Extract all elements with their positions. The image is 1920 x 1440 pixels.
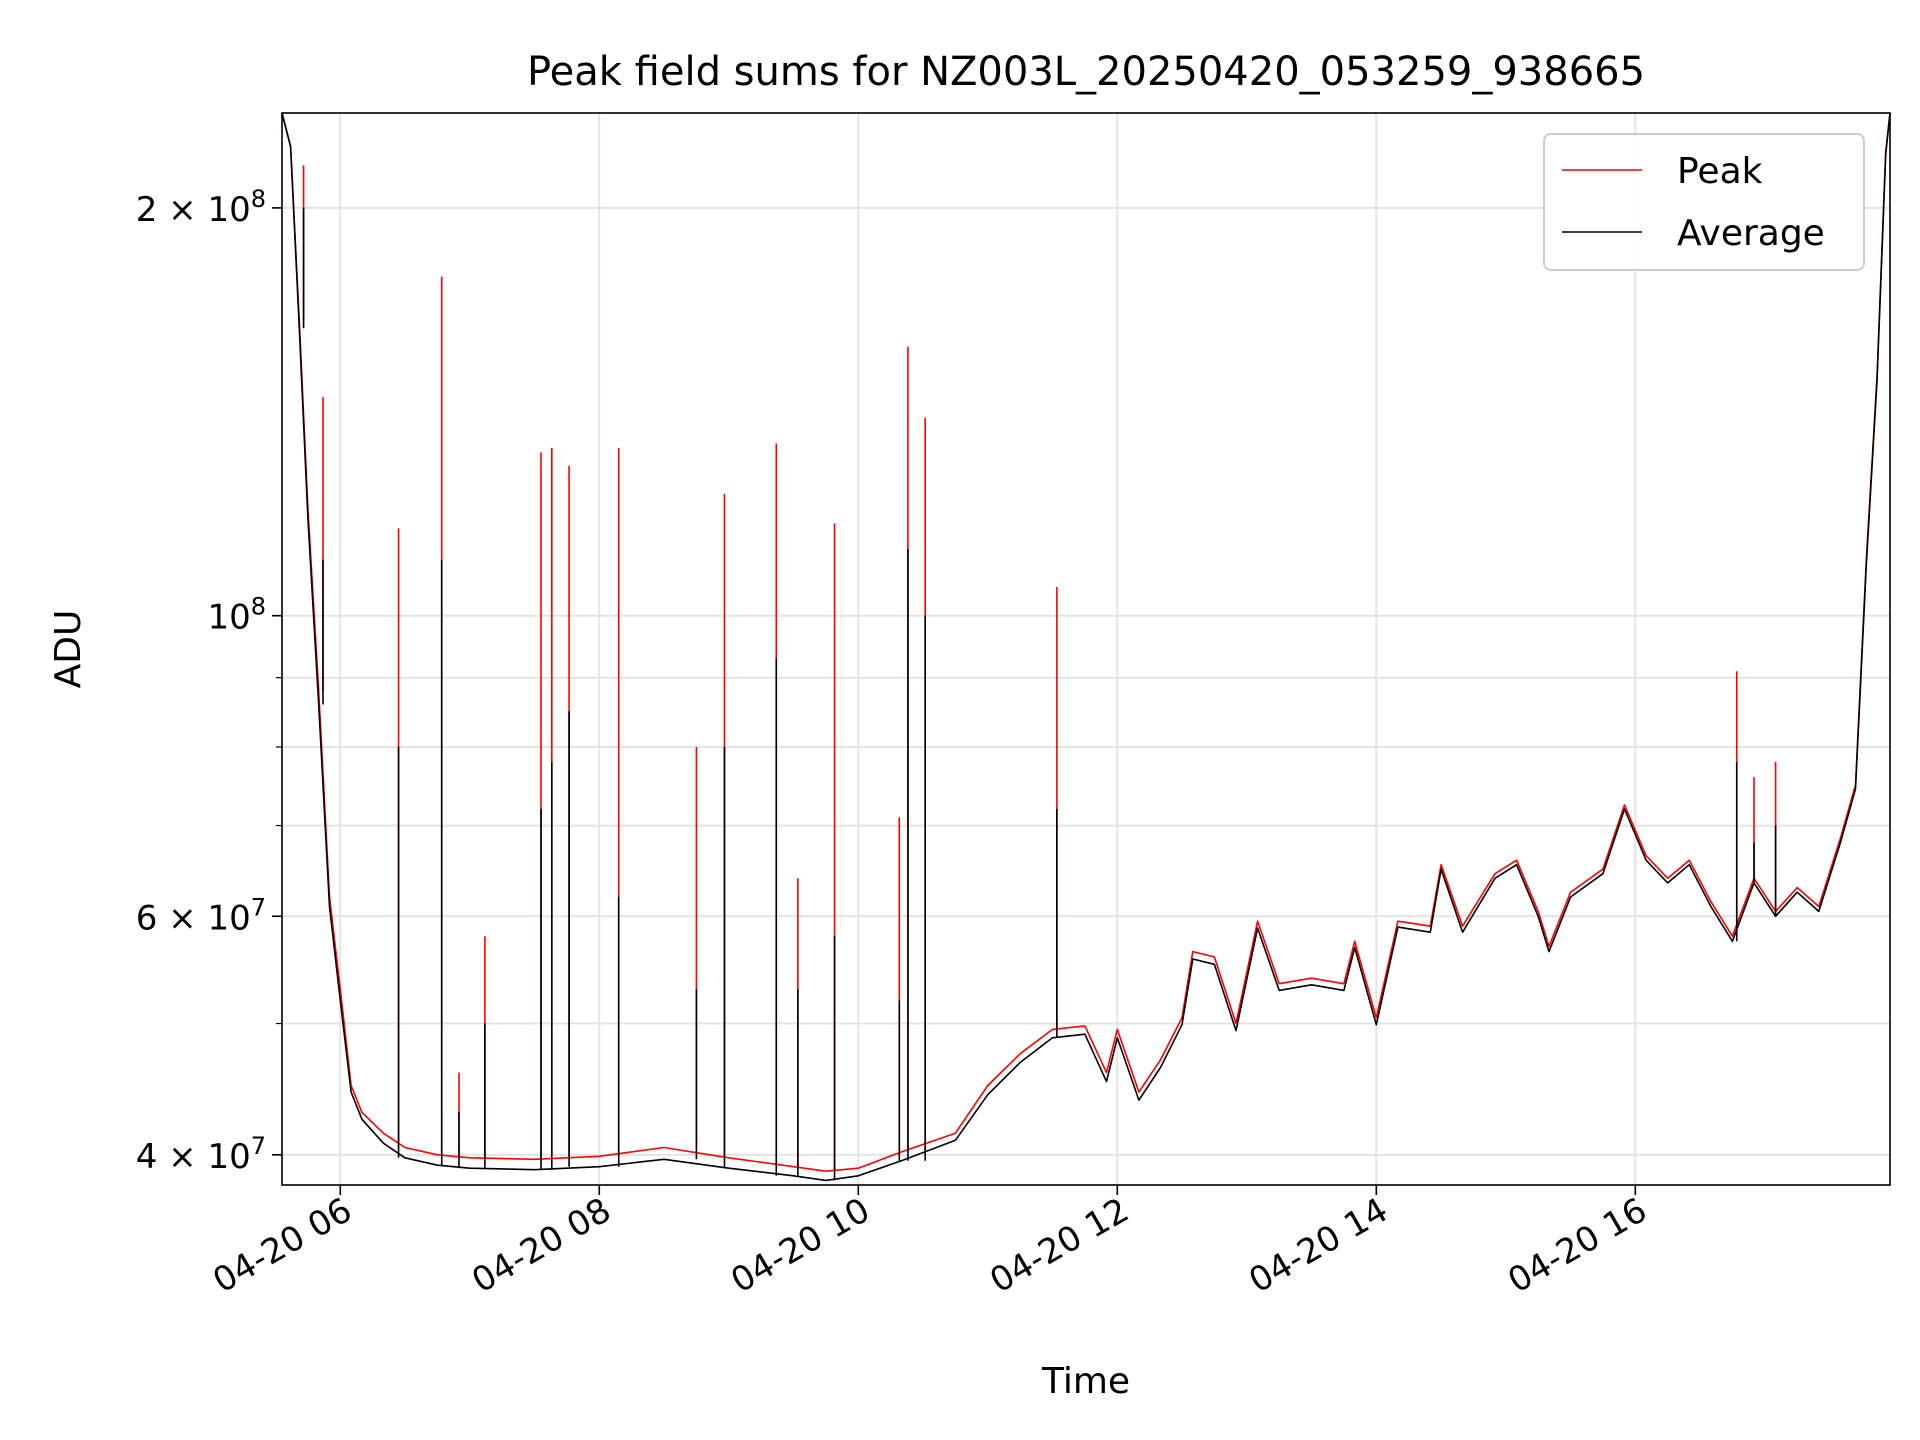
- x-axis-label: Time: [1041, 1361, 1130, 1402]
- chart-title: Peak field sums for NZ003L_20250420_0532…: [527, 49, 1645, 95]
- legend-label-average: Average: [1677, 213, 1825, 254]
- legend-label-peak: Peak: [1677, 151, 1763, 192]
- grid-layer: [282, 113, 1890, 1185]
- legend: Peak Average: [1543, 133, 1865, 271]
- y-tick-label: 108: [207, 593, 266, 638]
- series-line-average: [281, 112, 1891, 1182]
- y-axis-label: ADU: [48, 610, 89, 689]
- series-layer: [281, 112, 1891, 1182]
- series-line-peak: [281, 112, 1891, 1172]
- plot-frame: [281, 112, 1891, 1186]
- y-tick-label: 6 × 107: [136, 893, 266, 938]
- y-tick-label: 2 × 108: [136, 185, 266, 230]
- legend-box: [1543, 133, 1865, 271]
- y-tick-label: 4 × 107: [136, 1132, 266, 1177]
